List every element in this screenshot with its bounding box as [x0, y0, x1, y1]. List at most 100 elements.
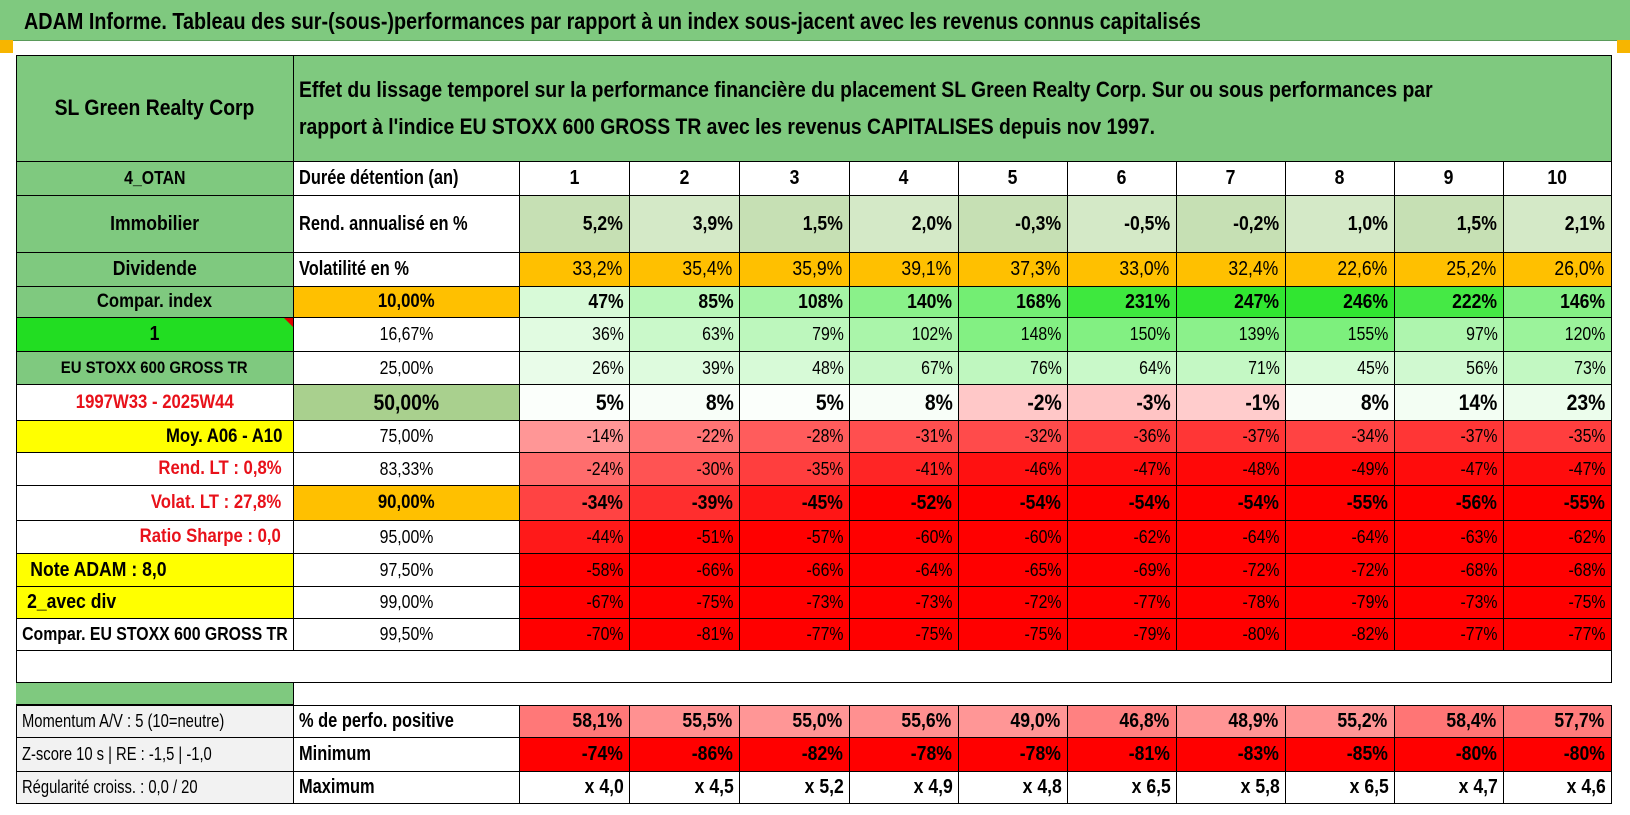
year-header: 5: [959, 162, 1068, 196]
left-label-text: Volat. LT : 27,8%: [150, 492, 282, 513]
perf-value-text: -77%: [1568, 624, 1606, 644]
perf-value: -68%: [1504, 554, 1612, 587]
percentile: 99,50%: [294, 619, 520, 651]
perf-value: 85%: [630, 287, 740, 318]
perf-value: -47%: [1395, 453, 1504, 486]
perf-value-text: 5%: [816, 389, 845, 415]
perf-value-text: -75%: [1024, 624, 1062, 644]
vol-value: 33,2%: [520, 253, 630, 287]
percentile: 99,00%: [294, 587, 520, 619]
perf-value: -55%: [1286, 486, 1395, 521]
perf-value-text: -47%: [1133, 458, 1171, 479]
bottom-value: x 4,6: [1504, 772, 1612, 804]
perf-value-text: -54%: [1238, 491, 1280, 514]
bottom-value: 55,2%: [1286, 705, 1395, 738]
perf-value: -72%: [1286, 554, 1395, 587]
perf-value-text: 8%: [925, 389, 954, 415]
perf-value-text: -49%: [1351, 458, 1389, 479]
perf-value-text: -81%: [696, 624, 734, 644]
perf-value-text: 64%: [1139, 357, 1171, 378]
bottom-value: 49,0%: [959, 705, 1068, 738]
left-label-text: 1: [149, 323, 160, 345]
percentile: 10,00%: [294, 287, 520, 318]
bottom-value-text: x 5,8: [1240, 776, 1280, 798]
perf-value-text: -55%: [1347, 491, 1389, 514]
perf-value: 48%: [740, 352, 850, 385]
perf-value-text: 23%: [1566, 389, 1606, 415]
perf-value-text: 148%: [1020, 324, 1062, 344]
vol-value-text: 35,9%: [792, 258, 843, 280]
year-header: 1: [520, 162, 630, 196]
perf-value-text: -28%: [806, 426, 844, 446]
bottom-value-text: x 6,5: [1349, 776, 1389, 798]
left-label-text: Note ADAM : 8,0: [30, 558, 167, 581]
year-header-text: 9: [1444, 167, 1454, 189]
bottom-value-text: -78%: [1020, 743, 1062, 765]
perf-value-text: 120%: [1564, 324, 1606, 344]
perf-value: -78%: [1177, 587, 1286, 619]
bottom-value: -81%: [1068, 738, 1177, 772]
bottom-value-text: x 6,5: [1131, 776, 1171, 798]
perf-value: -55%: [1504, 486, 1612, 521]
vol-value-text: 37,3%: [1010, 258, 1061, 280]
bottom-left-label: Z-score 10 s | RE : -1,5 | -1,0: [16, 738, 294, 772]
perf-value: 246%: [1286, 287, 1395, 318]
vol-value-text: 32,4%: [1228, 258, 1279, 280]
perf-value: -79%: [1286, 587, 1395, 619]
perf-value-text: -72%: [1024, 592, 1062, 612]
bottom-value-text: 57,7%: [1554, 710, 1605, 732]
perf-value-text: 231%: [1124, 290, 1170, 313]
perf-value: 73%: [1504, 352, 1612, 385]
bottom-value-text: -83%: [1238, 743, 1280, 765]
bottom-left-label-text: Momentum A/V : 5 (10=neutre): [22, 711, 225, 731]
vol-value: 39,1%: [850, 253, 959, 287]
perf-value-text: -1%: [1245, 389, 1280, 415]
left-label: 1: [16, 318, 294, 352]
year-header: 2: [630, 162, 740, 196]
perf-value-text: 67%: [921, 357, 953, 378]
bottom-value-text: -82%: [802, 743, 844, 765]
perf-value: -44%: [520, 521, 630, 554]
perf-value: -52%: [850, 486, 959, 521]
bottom-value-text: -78%: [911, 743, 953, 765]
vol-value-text: 25,2%: [1446, 258, 1497, 280]
perf-value: -75%: [959, 619, 1068, 651]
perf-value: -80%: [1177, 619, 1286, 651]
perf-value: -63%: [1395, 521, 1504, 554]
rend-value: 3,9%: [630, 196, 740, 253]
vol-value-text: 35,4%: [682, 258, 733, 280]
perf-value: 150%: [1068, 318, 1177, 352]
row-label-rend-text: Rend. annualisé en %: [299, 212, 468, 235]
perf-value-text: -72%: [1351, 559, 1389, 580]
perf-value: 56%: [1395, 352, 1504, 385]
rend-value: 2,1%: [1504, 196, 1612, 253]
percentile: 75,00%: [294, 421, 520, 453]
vol-value-text: 39,1%: [901, 258, 952, 280]
bottom-value-text: -81%: [1129, 743, 1171, 765]
bottom-value: 55,0%: [740, 705, 850, 738]
left-label-text: Ratio Sharpe : 0,0: [139, 526, 281, 547]
perf-value-text: -55%: [1564, 491, 1606, 514]
bottom-row-label-text: Maximum: [299, 776, 375, 798]
bottom-value-text: x 4,8: [1022, 776, 1062, 798]
left-label: Note ADAM : 8,0: [16, 554, 294, 587]
vol-value: 35,9%: [740, 253, 850, 287]
perf-value: 39%: [630, 352, 740, 385]
perf-value-text: 47%: [588, 290, 624, 313]
bottom-row-label: % de perfo. positive: [294, 705, 520, 738]
bottom-value-text: 55,5%: [682, 710, 733, 732]
year-header-text: 3: [789, 167, 800, 189]
perf-value-text: -2%: [1027, 389, 1062, 415]
perf-value: 247%: [1177, 287, 1286, 318]
perf-value: -70%: [520, 619, 630, 651]
perf-value-text: -31%: [915, 426, 953, 446]
perf-value-text: -46%: [1024, 458, 1062, 479]
row-label-duration-text: Durée détention (an): [299, 167, 459, 189]
perf-value-text: 73%: [1574, 357, 1606, 378]
percentile-text: 10,00%: [378, 291, 435, 312]
rend-value-text: 1,5%: [1457, 212, 1498, 235]
rend-value: 2,0%: [850, 196, 959, 253]
perf-value-text: 56%: [1466, 357, 1498, 378]
rend-value: -0,3%: [959, 196, 1068, 253]
perf-value-text: 139%: [1238, 324, 1280, 344]
